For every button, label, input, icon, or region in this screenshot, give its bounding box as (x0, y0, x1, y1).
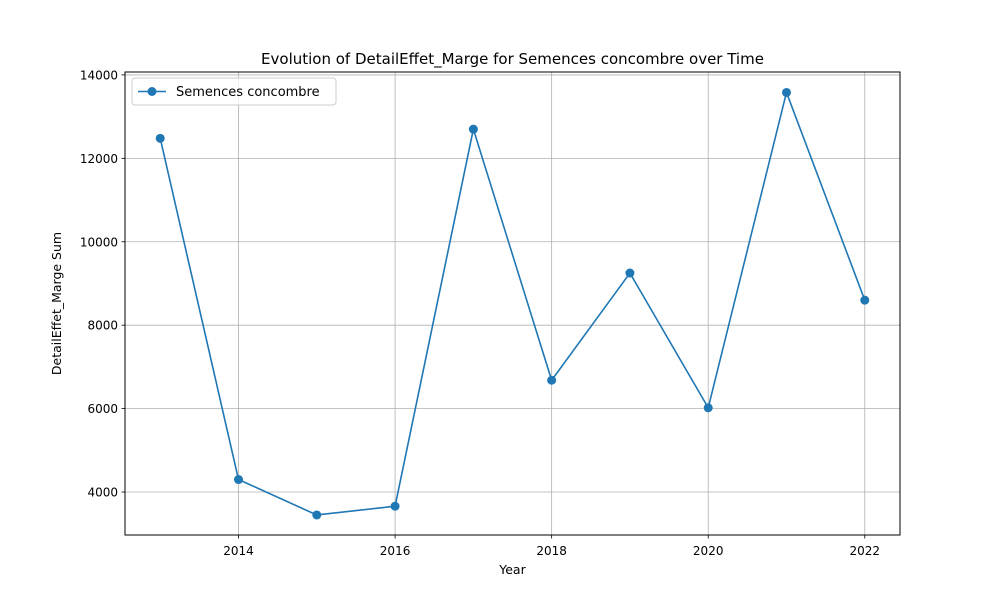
data-point (547, 375, 557, 385)
x-tick-label: 2014 (223, 544, 254, 558)
y-tick-label: 14000 (80, 68, 118, 82)
data-point (312, 510, 322, 520)
data-point (390, 501, 400, 511)
series-line (159, 91, 866, 516)
data-point (860, 295, 870, 305)
x-tick-label: 2018 (536, 544, 567, 558)
chart-title: Evolution of DetailEffet_Marge for Semen… (261, 50, 764, 69)
x-tick-label: 2020 (693, 544, 724, 558)
legend-label: Semences concombre (176, 85, 320, 100)
y-tick-label: 10000 (80, 235, 118, 249)
data-point (625, 268, 635, 278)
plot-frame (124, 71, 901, 536)
legend-marker (147, 87, 157, 96)
y-tick-label: 4000 (87, 486, 118, 500)
legend-box (131, 77, 337, 106)
data-point (468, 124, 478, 134)
y-tick-label: 6000 (87, 402, 118, 416)
data-point (703, 403, 713, 413)
y-tick-label: 12000 (80, 152, 118, 166)
x-axis-label: Year (498, 562, 526, 577)
x-axis: 2014 2016 2018 2020 2022 (223, 535, 880, 558)
legend: Semences concombre (131, 77, 337, 106)
data-point (155, 133, 165, 143)
y-axis: 4000 6000 8000 10000 12000 14000 (80, 68, 125, 500)
plot-area (124, 71, 901, 536)
series-group (155, 87, 870, 520)
y-tick-label: 8000 (87, 319, 118, 333)
data-point (234, 475, 244, 485)
data-point (781, 87, 791, 97)
x-tick-label: 2022 (849, 544, 880, 558)
x-tick-label: 2016 (380, 544, 411, 558)
y-axis-label: DetailEffet_Marge Sum (49, 232, 64, 375)
plot-background (125, 72, 900, 535)
